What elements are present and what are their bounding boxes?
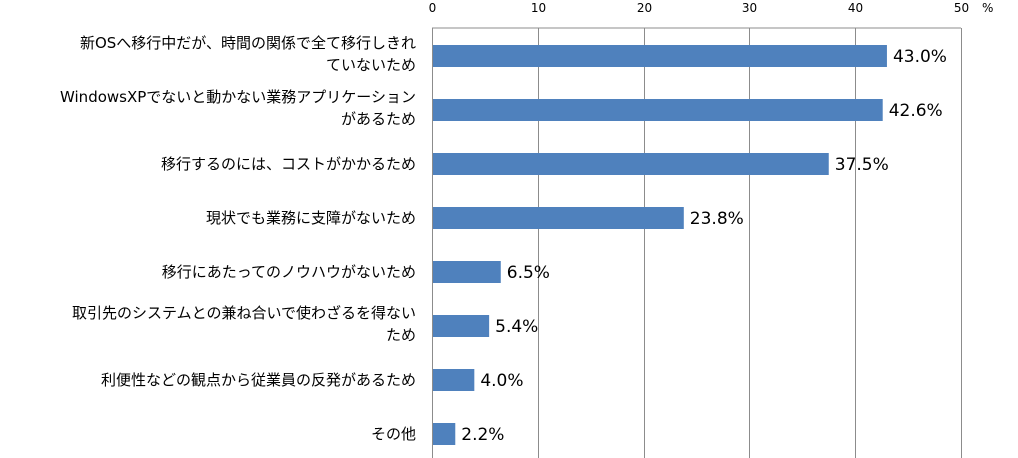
value-label-4: 6.5% [507, 263, 550, 283]
x-tick-label-40: 40 [848, 1, 863, 15]
category-label-6: 利便性などの観点から従業員の反発があるため [101, 371, 416, 389]
bar-7 [433, 423, 456, 445]
category-label-2: 移行するのには、コストがかかるため [161, 155, 416, 173]
value-label-7: 2.2% [461, 425, 504, 445]
value-label-1: 42.6% [889, 101, 943, 121]
x-tick-label-0: 0 [429, 1, 437, 15]
value-label-layer: 43.0% 42.6% 37.5% 23.8% 6.5% 5.4% 4.0% 2.2% [461, 47, 947, 445]
grid-layer [432, 27, 962, 458]
category-label-7: その他 [371, 425, 416, 443]
x-tick-label-20: 20 [637, 1, 652, 15]
value-label-5: 5.4% [495, 317, 538, 337]
tick-label-layer: 0 10 20 30 40 50 [429, 1, 969, 15]
x-tick-label-30: 30 [742, 1, 757, 15]
value-label-3: 23.8% [690, 209, 744, 229]
category-label-4: 移行にあたってのノウハウがないため [162, 263, 416, 281]
value-label-0: 43.0% [893, 47, 947, 67]
bar-5 [433, 315, 490, 337]
bar-4 [433, 261, 501, 283]
category-label-5-line-0: 取引先のシステムとの兼ね合いで使わざるを得ない [72, 304, 416, 322]
category-label-0-line-0: 新OSへ移行中だが、時間の関係で全て移行しきれ [80, 34, 416, 52]
x-tick-label-10: 10 [531, 1, 546, 15]
unit-label: % [982, 1, 993, 15]
bar-0 [433, 45, 887, 67]
bar-1 [433, 99, 883, 121]
category-label-1-line-0: WindowsXPでないと動かない業務アプリケーション [60, 88, 416, 106]
bar-6 [433, 369, 475, 391]
category-label-1-line-1: があるため [341, 110, 416, 128]
value-label-6: 4.0% [480, 371, 523, 391]
value-label-2: 37.5% [835, 155, 889, 175]
bar-3 [433, 207, 684, 229]
category-label-5-line-1: ため [386, 326, 416, 344]
category-label-0-line-1: ていないため [326, 56, 416, 74]
category-label-3: 現状でも業務に支障がないため [206, 209, 416, 227]
x-tick-label-50: 50 [954, 1, 969, 15]
bar-layer [433, 45, 887, 445]
bar-2 [433, 153, 829, 175]
